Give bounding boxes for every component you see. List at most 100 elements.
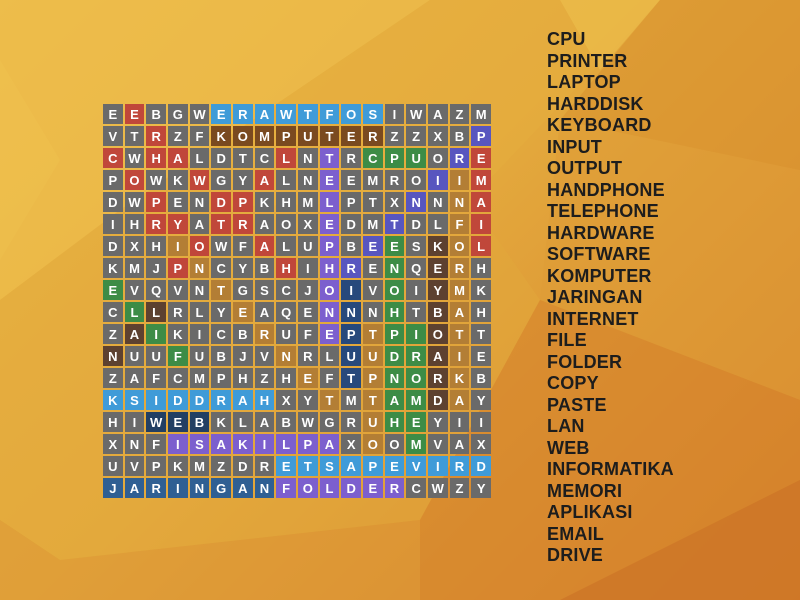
grid-cell[interactable]: L (232, 412, 253, 432)
grid-cell[interactable]: H (384, 302, 405, 322)
grid-cell[interactable]: A (449, 390, 470, 410)
grid-cell[interactable]: E (362, 258, 383, 278)
grid-cell[interactable]: A (471, 192, 491, 212)
grid-cell[interactable]: I (384, 104, 405, 124)
grid-cell[interactable]: N (427, 192, 448, 212)
grid-cell[interactable]: K (211, 412, 231, 432)
grid-cell[interactable]: M (406, 390, 426, 410)
grid-cell[interactable]: A (319, 434, 340, 454)
grid-cell[interactable]: D (471, 456, 491, 476)
grid-cell[interactable]: T (319, 126, 340, 146)
grid-cell[interactable]: R (341, 258, 361, 278)
grid-cell[interactable]: N (189, 478, 210, 498)
grid-cell[interactable]: Y (471, 390, 491, 410)
grid-cell[interactable]: I (406, 324, 426, 344)
grid-cell[interactable]: P (319, 236, 340, 256)
grid-cell[interactable]: J (232, 346, 253, 366)
grid-cell[interactable]: O (406, 368, 426, 388)
grid-cell[interactable]: A (449, 434, 470, 454)
grid-cell[interactable]: M (449, 280, 470, 300)
grid-cell[interactable]: W (189, 104, 210, 124)
grid-cell[interactable]: A (254, 302, 275, 322)
grid-cell[interactable]: E (362, 478, 383, 498)
grid-cell[interactable]: L (189, 302, 210, 322)
grid-cell[interactable]: M (471, 104, 491, 124)
grid-cell[interactable]: A (124, 368, 145, 388)
grid-cell[interactable]: R (297, 346, 318, 366)
grid-cell[interactable]: N (124, 434, 145, 454)
grid-cell[interactable]: V (124, 280, 145, 300)
grid-cell[interactable]: W (297, 412, 318, 432)
grid-cell[interactable]: Y (427, 412, 448, 432)
grid-cell[interactable]: A (254, 214, 275, 234)
grid-cell[interactable]: N (276, 346, 296, 366)
grid-cell[interactable]: A (232, 478, 253, 498)
grid-cell[interactable]: E (319, 214, 340, 234)
grid-cell[interactable]: P (341, 324, 361, 344)
grid-cell[interactable]: U (297, 126, 318, 146)
grid-cell[interactable]: L (319, 478, 340, 498)
grid-cell[interactable]: Y (211, 302, 231, 322)
grid-cell[interactable]: U (362, 346, 383, 366)
grid-cell[interactable]: K (449, 368, 470, 388)
grid-cell[interactable]: R (449, 148, 470, 168)
grid-cell[interactable]: P (211, 368, 231, 388)
grid-cell[interactable]: N (189, 258, 210, 278)
grid-cell[interactable]: I (449, 346, 470, 366)
grid-cell[interactable]: F (232, 236, 253, 256)
grid-cell[interactable]: E (319, 170, 340, 190)
grid-cell[interactable]: C (211, 258, 231, 278)
grid-cell[interactable]: Z (384, 126, 405, 146)
grid-cell[interactable]: B (254, 258, 275, 278)
grid-cell[interactable]: L (276, 236, 296, 256)
grid-cell[interactable]: I (471, 412, 491, 432)
grid-cell[interactable]: A (189, 214, 210, 234)
grid-cell[interactable]: E (362, 236, 383, 256)
grid-cell[interactable]: U (103, 456, 123, 476)
grid-cell[interactable]: D (232, 456, 253, 476)
grid-cell[interactable]: T (232, 148, 253, 168)
grid-cell[interactable]: S (406, 236, 426, 256)
grid-cell[interactable]: G (319, 412, 340, 432)
grid-cell[interactable]: A (384, 390, 405, 410)
grid-cell[interactable]: H (471, 302, 491, 322)
grid-cell[interactable]: V (124, 456, 145, 476)
grid-cell[interactable]: M (406, 434, 426, 454)
grid-cell[interactable]: H (146, 148, 166, 168)
grid-cell[interactable]: Z (167, 126, 188, 146)
grid-cell[interactable]: L (276, 170, 296, 190)
grid-cell[interactable]: H (232, 368, 253, 388)
grid-cell[interactable]: H (276, 192, 296, 212)
grid-cell[interactable]: X (341, 434, 361, 454)
grid-cell[interactable]: M (297, 192, 318, 212)
grid-cell[interactable]: U (124, 346, 145, 366)
grid-cell[interactable]: A (449, 302, 470, 322)
grid-cell[interactable]: B (276, 412, 296, 432)
grid-cell[interactable]: D (189, 390, 210, 410)
grid-cell[interactable]: G (167, 104, 188, 124)
grid-cell[interactable]: E (341, 126, 361, 146)
grid-cell[interactable]: W (189, 170, 210, 190)
grid-cell[interactable]: I (427, 456, 448, 476)
grid-cell[interactable]: D (167, 390, 188, 410)
grid-cell[interactable]: T (384, 214, 405, 234)
grid-cell[interactable]: Z (449, 478, 470, 498)
grid-cell[interactable]: Z (406, 126, 426, 146)
grid-cell[interactable]: L (124, 302, 145, 322)
grid-cell[interactable]: W (146, 170, 166, 190)
grid-cell[interactable]: B (232, 324, 253, 344)
grid-cell[interactable]: R (232, 214, 253, 234)
grid-cell[interactable]: O (276, 214, 296, 234)
grid-cell[interactable]: T (211, 214, 231, 234)
grid-cell[interactable]: L (427, 214, 448, 234)
grid-cell[interactable]: E (124, 104, 145, 124)
grid-cell[interactable]: A (341, 456, 361, 476)
grid-cell[interactable]: D (211, 148, 231, 168)
grid-cell[interactable]: X (103, 434, 123, 454)
grid-cell[interactable]: T (319, 148, 340, 168)
grid-cell[interactable]: O (319, 280, 340, 300)
grid-cell[interactable]: I (167, 236, 188, 256)
grid-cell[interactable]: O (449, 236, 470, 256)
grid-cell[interactable]: U (276, 324, 296, 344)
grid-cell[interactable]: K (471, 280, 491, 300)
